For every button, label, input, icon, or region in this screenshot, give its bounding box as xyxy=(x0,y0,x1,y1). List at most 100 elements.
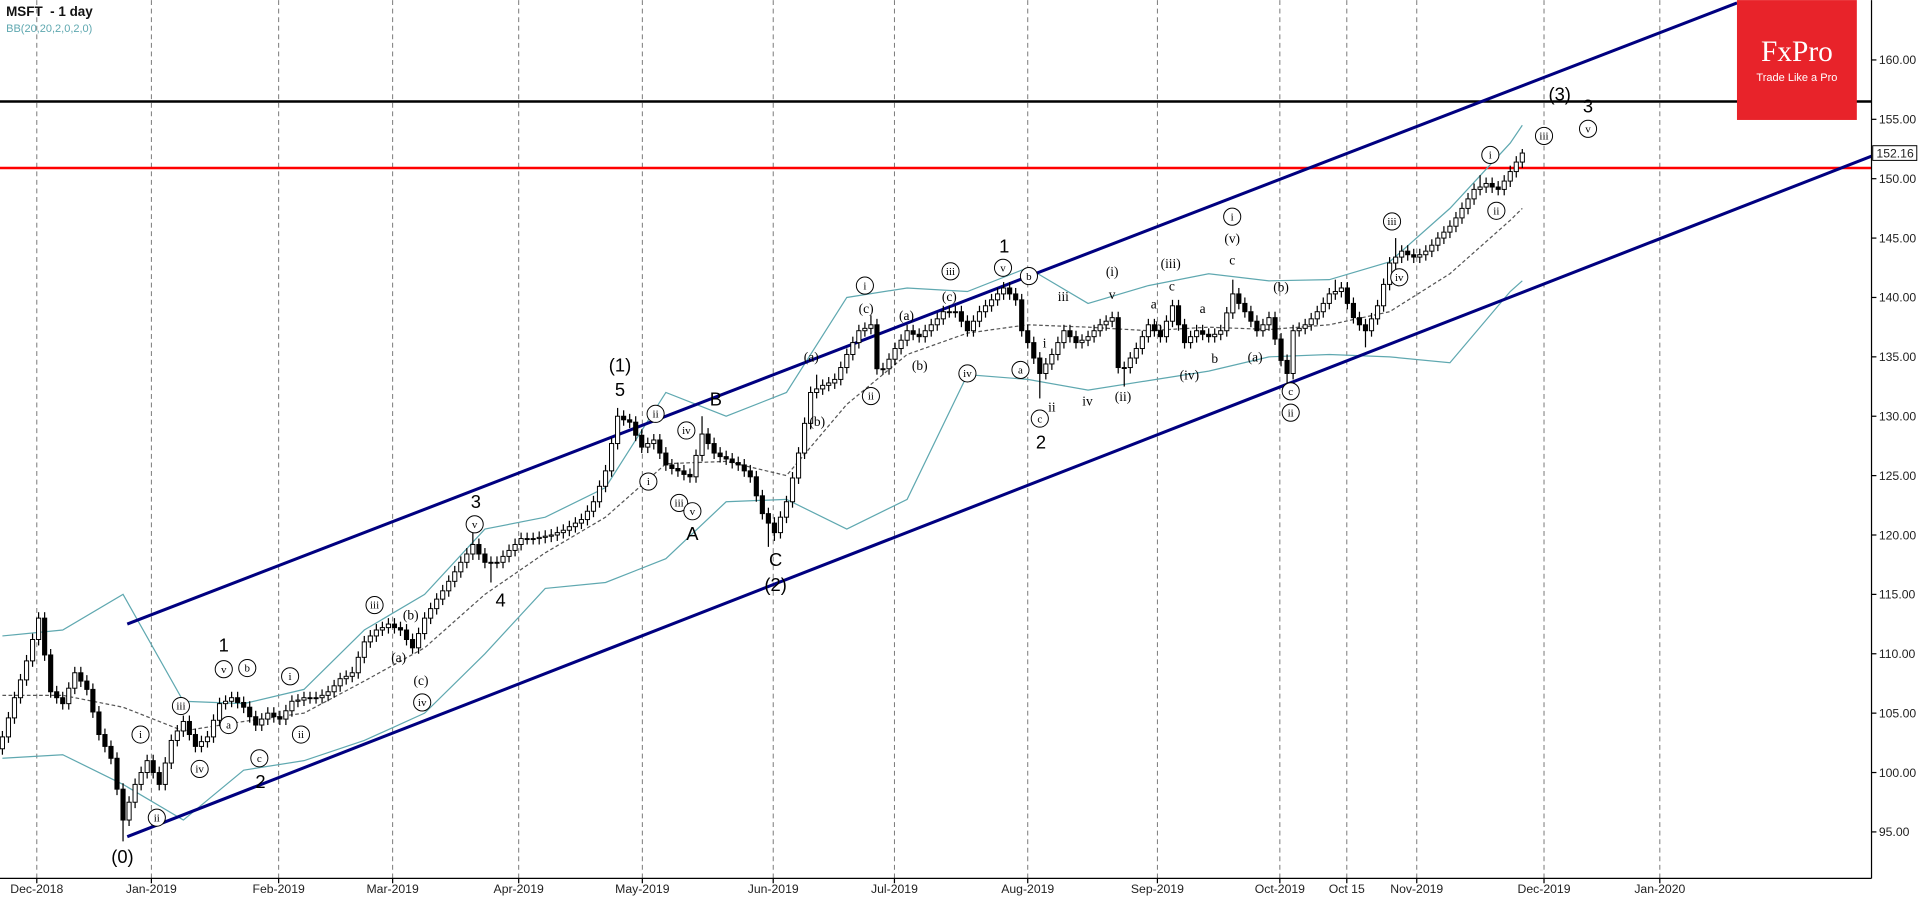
candle-body xyxy=(808,391,814,424)
candle-body xyxy=(72,672,78,689)
candle-body xyxy=(1507,171,1513,182)
wave-circle xyxy=(855,276,874,295)
candle-body xyxy=(1109,317,1115,322)
candle-body xyxy=(1489,182,1495,188)
wave-label: (i) xyxy=(1106,264,1119,279)
candle-body xyxy=(1145,324,1151,338)
candle-body xyxy=(1218,330,1224,335)
candle-body xyxy=(500,555,506,563)
candle-body xyxy=(1314,311,1320,320)
last-price-label: 152.16 xyxy=(1876,146,1914,160)
wave-label: a xyxy=(226,720,231,732)
candle-body xyxy=(1296,327,1302,332)
candle-body xyxy=(1043,363,1049,374)
candle-body xyxy=(518,538,524,545)
candle-body xyxy=(337,678,343,687)
candle-body xyxy=(367,635,373,643)
candle-body xyxy=(289,700,295,712)
candle-body xyxy=(1356,317,1363,326)
y-tick-label: 120.00 xyxy=(1879,528,1917,542)
wave-label: (c) xyxy=(859,301,874,316)
wave-label: (v) xyxy=(1224,231,1240,246)
candle-body xyxy=(995,293,1001,301)
candle-body xyxy=(1278,338,1284,361)
wave-circle xyxy=(1534,126,1554,145)
candle-body xyxy=(192,734,198,747)
candle-body xyxy=(584,510,591,521)
y-tick-label: 145.00 xyxy=(1879,231,1917,245)
candle-body xyxy=(180,720,186,732)
candle-body xyxy=(470,544,476,555)
candle-body xyxy=(729,458,735,464)
wave-circle xyxy=(993,258,1013,277)
candle-body xyxy=(1103,320,1109,326)
y-tick-label: 140.00 xyxy=(1879,291,1917,305)
candle-body xyxy=(361,641,367,658)
candle-body xyxy=(1115,317,1121,369)
wave-label: iv xyxy=(418,697,427,709)
candle-body xyxy=(96,711,102,736)
y-tick-label: 110.00 xyxy=(1879,647,1916,661)
wave-label: iii xyxy=(675,498,684,510)
candle-body xyxy=(850,342,856,355)
candle-body xyxy=(687,473,693,478)
candle-body xyxy=(651,439,657,445)
wave-label: ii xyxy=(1288,407,1294,419)
candle-body xyxy=(609,443,615,472)
candle-body xyxy=(711,443,717,454)
candle-body xyxy=(409,639,416,649)
wave-label: ii xyxy=(653,409,659,421)
candle-body xyxy=(458,561,464,573)
candle-body xyxy=(1121,367,1127,370)
x-tick-label: Nov-2019 xyxy=(1390,882,1443,896)
candle-body xyxy=(1417,254,1423,258)
candle-body xyxy=(1483,182,1489,188)
wave-circle xyxy=(365,596,384,615)
candle-body xyxy=(1151,324,1157,332)
wave-label: ii xyxy=(154,812,160,824)
candle-body xyxy=(1465,198,1471,209)
x-tick-label: May-2019 xyxy=(615,882,670,896)
y-tick-label: 155.00 xyxy=(1879,113,1917,127)
candle-body xyxy=(1453,217,1459,227)
candle-body xyxy=(940,311,946,320)
wave-circle xyxy=(1281,382,1300,401)
candle-body xyxy=(627,419,633,423)
candle-body xyxy=(1037,357,1043,374)
candle-body xyxy=(982,305,989,313)
candle-body xyxy=(277,716,283,720)
candle-body xyxy=(301,697,307,701)
candle-body xyxy=(741,464,747,472)
candle-body xyxy=(17,679,24,699)
candle-body xyxy=(645,443,651,448)
candle-body xyxy=(385,623,391,629)
candle-body xyxy=(892,348,898,360)
candle-body xyxy=(705,433,711,445)
candle-body xyxy=(970,320,977,332)
x-tick-label: Jan-2019 xyxy=(126,882,177,896)
indicator-label: BB(20,20,2,0,2,0) xyxy=(6,23,92,35)
candle-body xyxy=(554,532,560,536)
y-tick-label: 135.00 xyxy=(1879,350,1917,364)
x-tick-label: Oct-2019 xyxy=(1255,882,1305,896)
candle-body xyxy=(1266,317,1272,326)
wave-label: 2 xyxy=(1036,431,1046,452)
candle-body xyxy=(1163,320,1170,338)
candle-body xyxy=(633,421,639,436)
candle-body xyxy=(590,501,597,512)
candle-body xyxy=(30,639,36,662)
axes: Dec-2018 Jan-2019 Feb-2019 Mar-2019 Apr-2019… xyxy=(10,53,1918,896)
candle-body xyxy=(615,415,621,445)
candle-body xyxy=(1091,330,1097,338)
wave-label: (a) xyxy=(804,350,819,365)
candle-body xyxy=(1290,330,1296,374)
wave-circle xyxy=(1481,145,1500,165)
candle-body xyxy=(156,772,162,785)
candle-body xyxy=(1025,330,1031,344)
candle-body xyxy=(795,452,802,479)
wave-circle xyxy=(1019,267,1038,286)
candle-body xyxy=(657,439,663,454)
candle-body xyxy=(434,598,440,610)
x-tick-label: Aug-2019 xyxy=(1001,882,1054,896)
wave-label: v xyxy=(221,664,227,676)
